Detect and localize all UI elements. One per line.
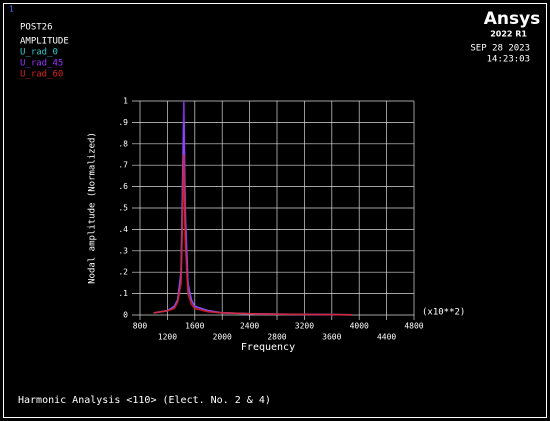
time: 14:23:03: [487, 55, 530, 65]
y-tick-label: .7: [118, 161, 128, 170]
legend-entry: U_rad_45: [20, 59, 63, 69]
y-tick-label: .8: [118, 139, 128, 148]
x-tick-label: 4000: [350, 322, 369, 331]
y-tick-label: .1: [118, 289, 128, 298]
program-name: POST26: [20, 23, 53, 33]
y-tick-label: 0: [123, 311, 128, 320]
y-tick-label: 1: [123, 97, 128, 106]
y-tick-label: .2: [118, 268, 128, 277]
x-axis-label: Frequency: [241, 342, 295, 353]
y-tick-label: .9: [118, 118, 128, 127]
y-tick-label: .5: [118, 204, 128, 213]
footer: Harmonic Analysis <110> (Elect. No. 2 & …: [18, 395, 271, 406]
version: 2022 R1: [490, 30, 527, 39]
frame: [3, 3, 547, 418]
logo: Ansys: [484, 9, 541, 29]
x-multiplier: (x10**2): [422, 308, 465, 318]
legend-entry: U_rad_0: [20, 48, 58, 58]
x-tick-label: 2000: [213, 333, 232, 342]
x-tick-label: 3600: [322, 333, 341, 342]
window-number: 1: [9, 5, 14, 14]
legend-entry: U_rad_60: [20, 70, 63, 80]
y-tick-label: .3: [118, 246, 128, 255]
data-line: [153, 154, 353, 316]
x-tick-label: 4800: [404, 322, 423, 331]
date: SEP 28 2023: [470, 44, 530, 54]
y-tick-label: .6: [118, 182, 128, 191]
x-tick-label: 800: [133, 322, 148, 331]
x-tick-label: 4400: [377, 333, 396, 342]
x-tick-label: 1200: [158, 333, 177, 342]
x-tick-label: 2800: [267, 333, 286, 342]
y-tick-label: .4: [118, 225, 128, 234]
x-tick-label: 3200: [295, 322, 314, 331]
x-tick-label: 2400: [240, 322, 259, 331]
y-axis-label: Nodal amplitude (Normalized): [88, 132, 98, 284]
chart-title: AMPLITUDE: [20, 37, 69, 47]
x-tick-label: 1600: [185, 322, 204, 331]
